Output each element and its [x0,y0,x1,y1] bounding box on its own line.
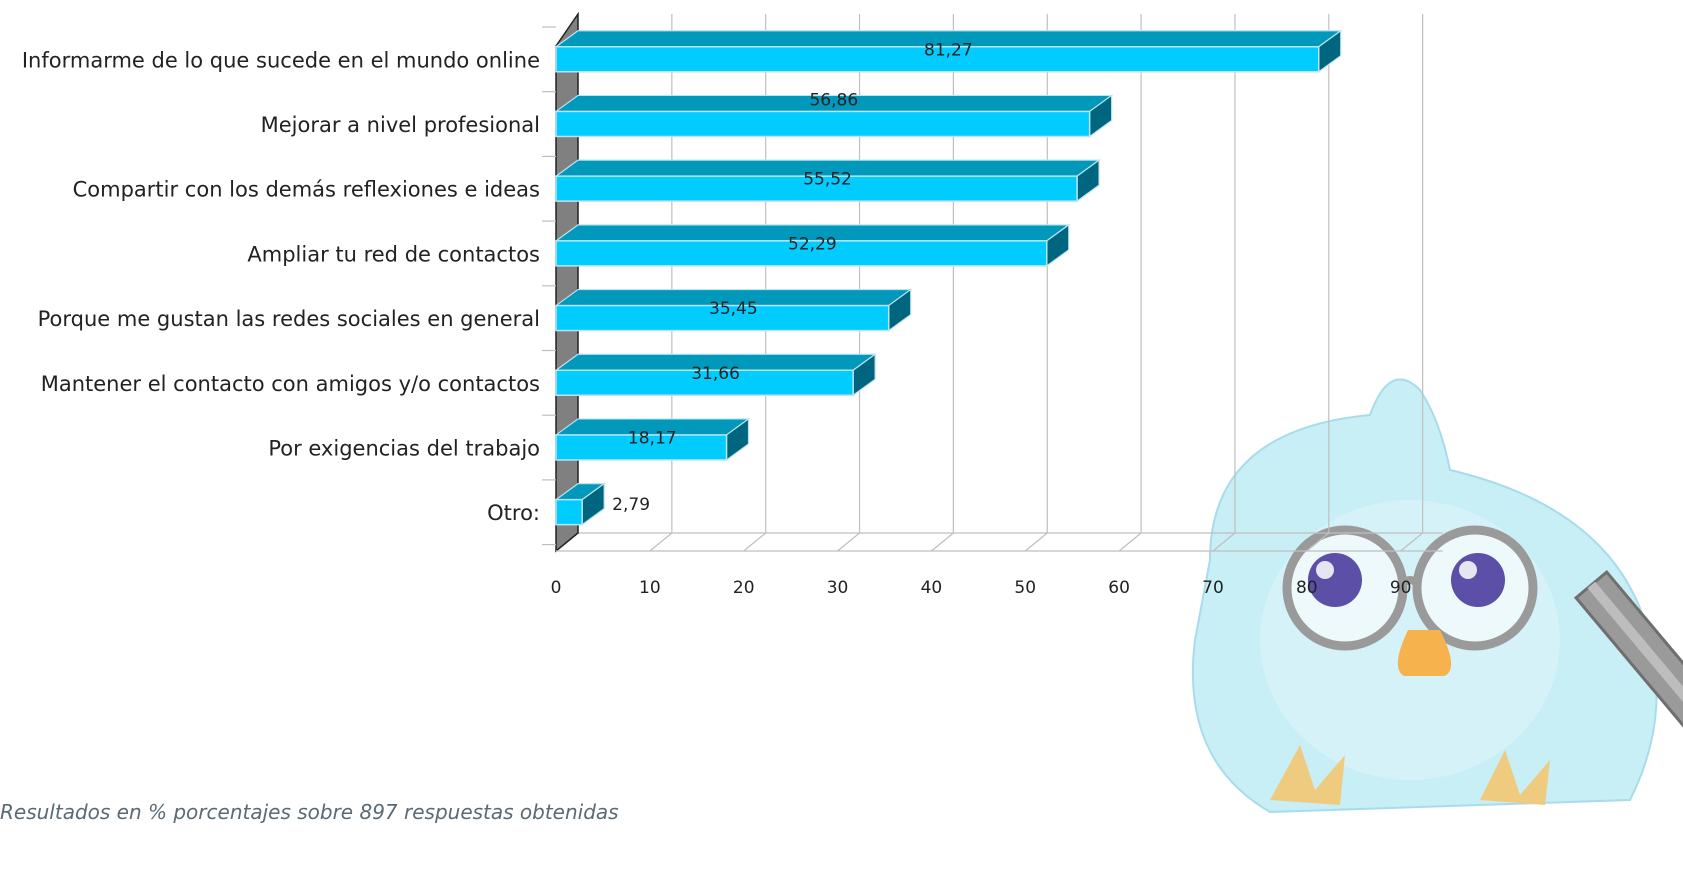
bird-with-glasses-and-pencil-icon [1191,378,1683,814]
gridline-floor [743,532,767,552]
x-tick-label: 90 [1390,578,1412,598]
category-label: Compartir con los demás reflexiones e id… [73,178,540,202]
gridline-floor [931,532,954,552]
bar [554,417,751,462]
bar-front-face [555,240,1048,267]
x-tick-label: 80 [1296,578,1318,598]
category-label: Mejorar a nivel profesional [261,113,540,137]
gridline-floor [649,532,673,552]
value-label: 2,79 [612,495,650,515]
gridline-floor [837,532,860,552]
value-label: 56,86 [809,90,858,110]
bar-front-face [555,110,1091,138]
x-tick-labels: 0 10 20 30 40 50 60 70 80 90 [551,578,1412,598]
bar [554,223,1071,268]
x-tick-label: 30 [827,578,849,598]
bar [554,158,1101,203]
bar-front-face [555,304,890,332]
value-label: 81,27 [924,40,973,60]
category-label: Otro: [487,501,540,525]
category-label: Mantener el contacto con amigos y/o cont… [41,372,540,396]
x-tick-label: 0 [551,578,562,598]
x-tick-label: 40 [921,578,943,598]
gridline-floor [1306,532,1330,552]
bar [554,94,1114,138]
category-label: Porque me gustan las redes sociales en g… [38,307,540,331]
bar-front-face [555,175,1078,202]
x-tick-label: 20 [733,578,755,598]
gridline-floor [1024,532,1048,552]
x-tick-label: 10 [639,578,661,598]
value-label: 31,66 [691,364,740,384]
bar-front-face [555,369,854,396]
x-tick-label: 60 [1108,578,1130,598]
bar [554,353,877,397]
bar [554,288,913,332]
x-tick-label: 50 [1014,578,1036,598]
value-label: 52,29 [788,234,837,254]
x-tick-label: 70 [1202,578,1224,598]
bar-front-face [555,434,728,461]
category-label: Por exigencias del trabajo [268,436,540,460]
bar-front-face [555,46,1320,73]
gridline-floor [1118,532,1142,552]
bar [554,482,607,526]
bar-front-face [555,498,583,526]
value-label: 35,45 [709,299,758,319]
value-label: 18,17 [628,428,677,448]
bar [554,29,1343,73]
value-label: 55,52 [803,170,852,190]
gridline-floor [1212,532,1236,552]
gridline-floor [1400,532,1424,552]
footnote: Resultados en % porcentajes sobre 897 re… [0,800,619,824]
category-label: Ampliar tu red de contactos [247,242,540,266]
category-label: Informarme de lo que sucede en el mundo … [22,48,540,72]
side-wall [555,11,579,553]
